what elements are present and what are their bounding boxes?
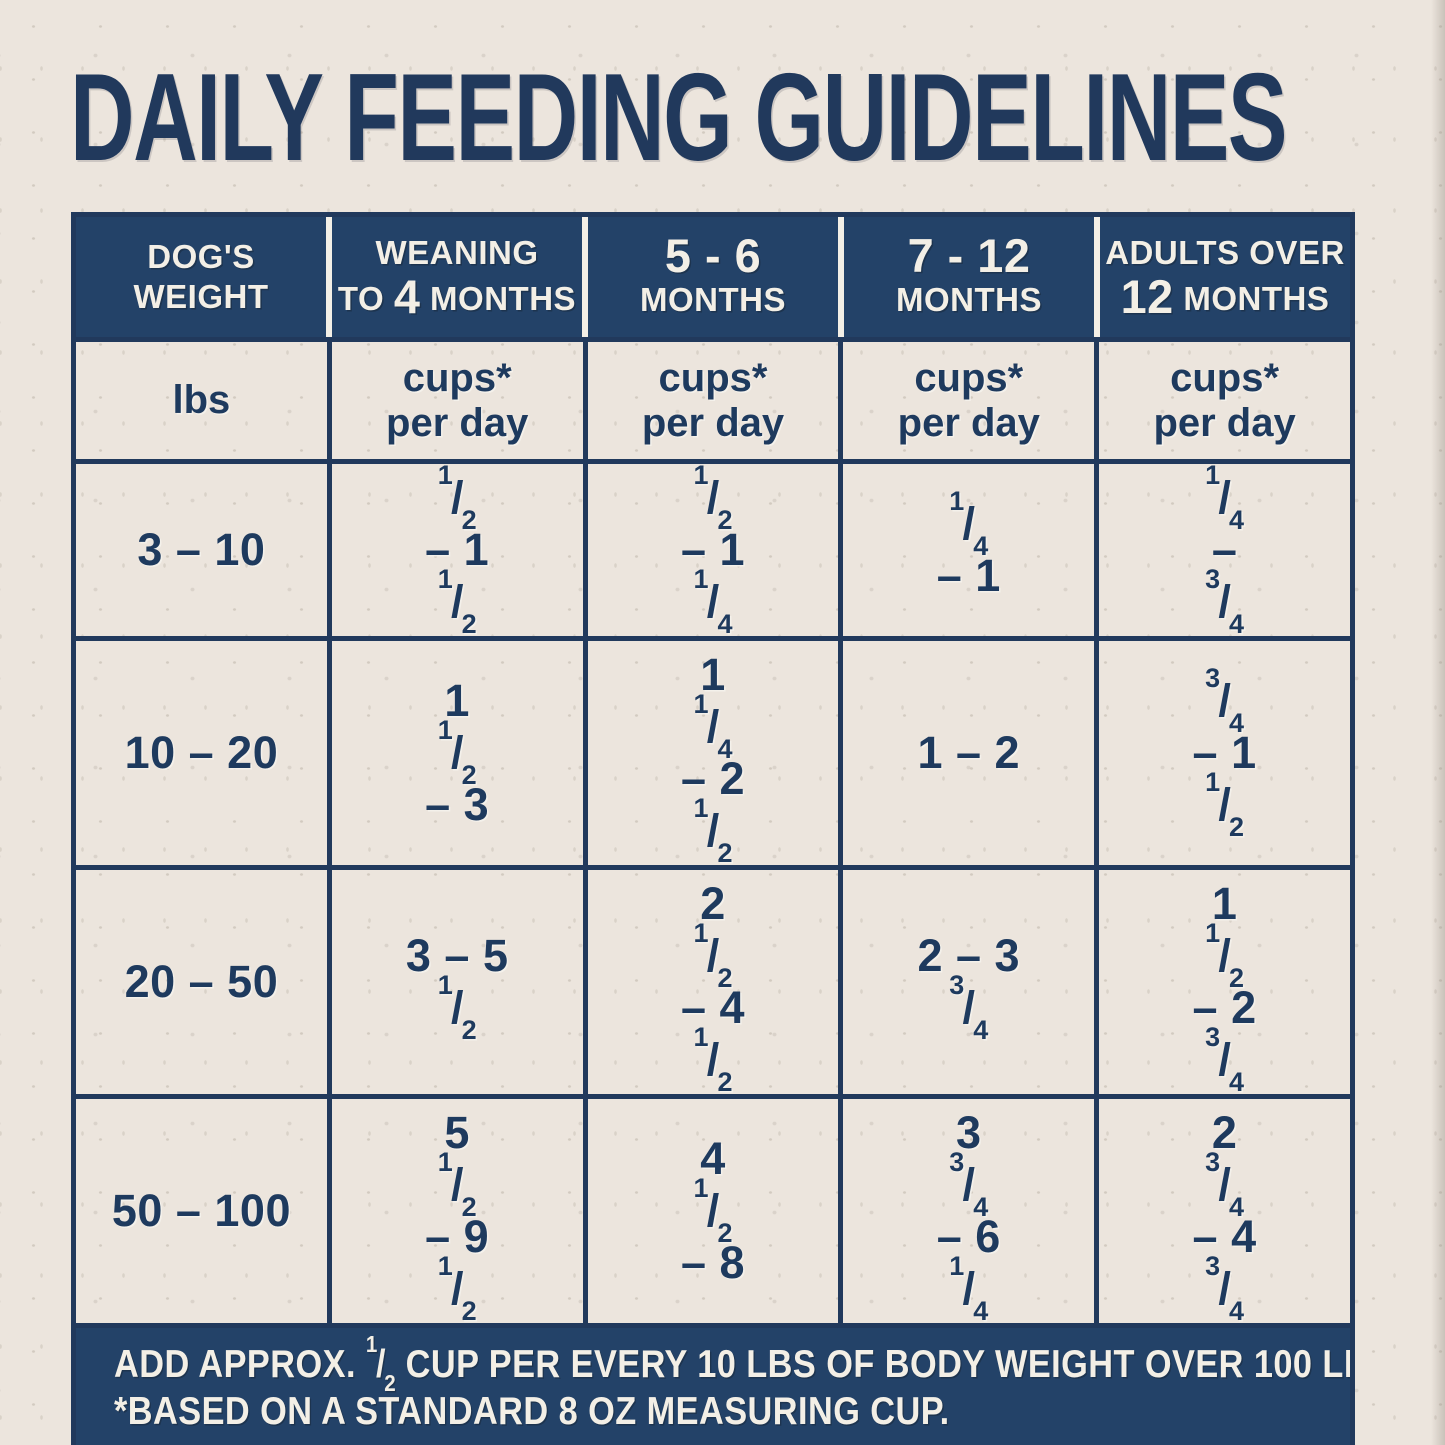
table-header-row: DOG'S WEIGHT WEANING TO 4 MONTHS 5 - 6 M… <box>76 217 1350 337</box>
unit-cell-cups-per-day: cups* per day <box>843 342 1100 459</box>
header-line: MONTHS <box>640 281 786 319</box>
table-cell: 1/2 – 1 1/4 <box>588 462 844 637</box>
footnote-line: *BASED ON A STANDARD 8 OZ MEASURING CUP. <box>114 1389 950 1433</box>
feeding-table: DOG'S WEIGHT WEANING TO 4 MONTHS 5 - 6 M… <box>71 212 1355 1445</box>
unit-line: per day <box>386 400 529 445</box>
header-cell-dogs-weight: DOG'S WEIGHT <box>76 217 332 337</box>
table-cell: 1/4 – 3/4 <box>1205 460 1245 639</box>
header-line: ADULTS OVER <box>1105 234 1345 272</box>
header-cell-weaning-to-4-months: WEANING TO 4 MONTHS <box>332 217 588 337</box>
unit-line: per day <box>641 400 785 445</box>
unit-line: cups* <box>658 355 768 400</box>
unit-cell-lbs: lbs <box>76 342 332 459</box>
table-cell: 1 1/2 – 3 <box>332 641 588 865</box>
table-cell: 1 1/4 – 2 1/2 <box>588 641 844 866</box>
table-row: 50 – 100 5 1/2 – 9 1/2 4 1/2 – 8 3 3/4 –… <box>76 1094 1350 1326</box>
table-cell: 5 1/2 – 9 1/2 <box>332 1099 588 1324</box>
unit-cell-cups-per-day: cups* per day <box>332 342 588 459</box>
header-cell-adults-over-12-months: ADULTS OVER 12 MONTHS <box>1100 217 1350 337</box>
table-row: 3 – 10 1/2 – 1 1/2 1/2 – 1 1/4 1/4 – 1 1… <box>76 459 1350 639</box>
unit-line: cups* <box>1170 355 1280 400</box>
header-cell-5-6-months: 5 - 6 MONTHS <box>588 217 844 337</box>
unit-line: cups* <box>914 355 1024 400</box>
table-cell: 1 – 2 <box>843 641 1100 865</box>
header-line: MONTHS <box>896 281 1042 319</box>
unit-cell-cups-per-day: cups* per day <box>588 342 844 459</box>
header-line: WEIGHT <box>133 278 269 315</box>
header-line: DOG'S <box>147 237 255 275</box>
table-cell: 3/4 – 1 1/2 <box>1192 663 1257 842</box>
footnote-line: ADD APPROX. 1/2 CUP PER EVERY 10 LBS OF … <box>114 1330 1350 1396</box>
table-units-row: lbs cups* per day cups* per day cups* pe… <box>76 337 1350 459</box>
unit-line: per day <box>1153 400 1296 445</box>
header-line: WEANING <box>375 234 539 272</box>
header-line: 7 - 12 <box>907 230 1031 283</box>
header-line: TO 4 MONTHS <box>337 270 577 323</box>
table-row: 20 – 50 3 – 5 1/2 2 1/2 – 4 1/2 2 – 3 3/… <box>76 865 1350 1097</box>
unit-line: lbs <box>172 378 231 423</box>
table-cell: 3 – 5 1/2 <box>332 870 588 1094</box>
unit-line: cups* <box>402 355 512 400</box>
header-cell-7-12-months: 7 - 12 MONTHS <box>844 217 1100 337</box>
table-cell: 1 1/2 – 2 3/4 <box>1192 878 1257 1097</box>
table-cell: 4 1/2 – 8 <box>588 1099 844 1323</box>
header-line: 12 MONTHS <box>1120 270 1330 323</box>
table-footnote-band: ADD APPROX. 1/2 CUP PER EVERY 10 LBS OF … <box>76 1323 1350 1445</box>
table-cell: 2 1/2 – 4 1/2 <box>588 870 844 1095</box>
table-cell: 2 – 3 3/4 <box>843 870 1100 1094</box>
table-cell: 2 3/4 – 4 3/4 <box>1192 1107 1257 1326</box>
page-title: DAILY FEEDING GUIDELINES <box>70 47 1288 187</box>
unit-cell-cups-per-day: cups* per day <box>1099 342 1350 459</box>
table-cell: 3 3/4 – 6 1/4 <box>843 1099 1100 1324</box>
table-cell-weight: 20 – 50 <box>76 870 332 1094</box>
table-cell-weight: 10 – 20 <box>76 641 332 865</box>
table-cell: 1/2 – 1 1/2 <box>332 462 588 637</box>
header-line: 5 - 6 <box>664 230 762 283</box>
table-row: 10 – 20 1 1/2 – 3 1 1/4 – 2 1/2 1 – 2 3/… <box>76 636 1350 866</box>
unit-line: per day <box>897 400 1040 445</box>
table-cell-weight: 3 – 10 <box>76 464 332 636</box>
table-cell: 1/4 – 1 <box>843 464 1100 636</box>
table-cell-weight: 50 – 100 <box>76 1099 332 1323</box>
